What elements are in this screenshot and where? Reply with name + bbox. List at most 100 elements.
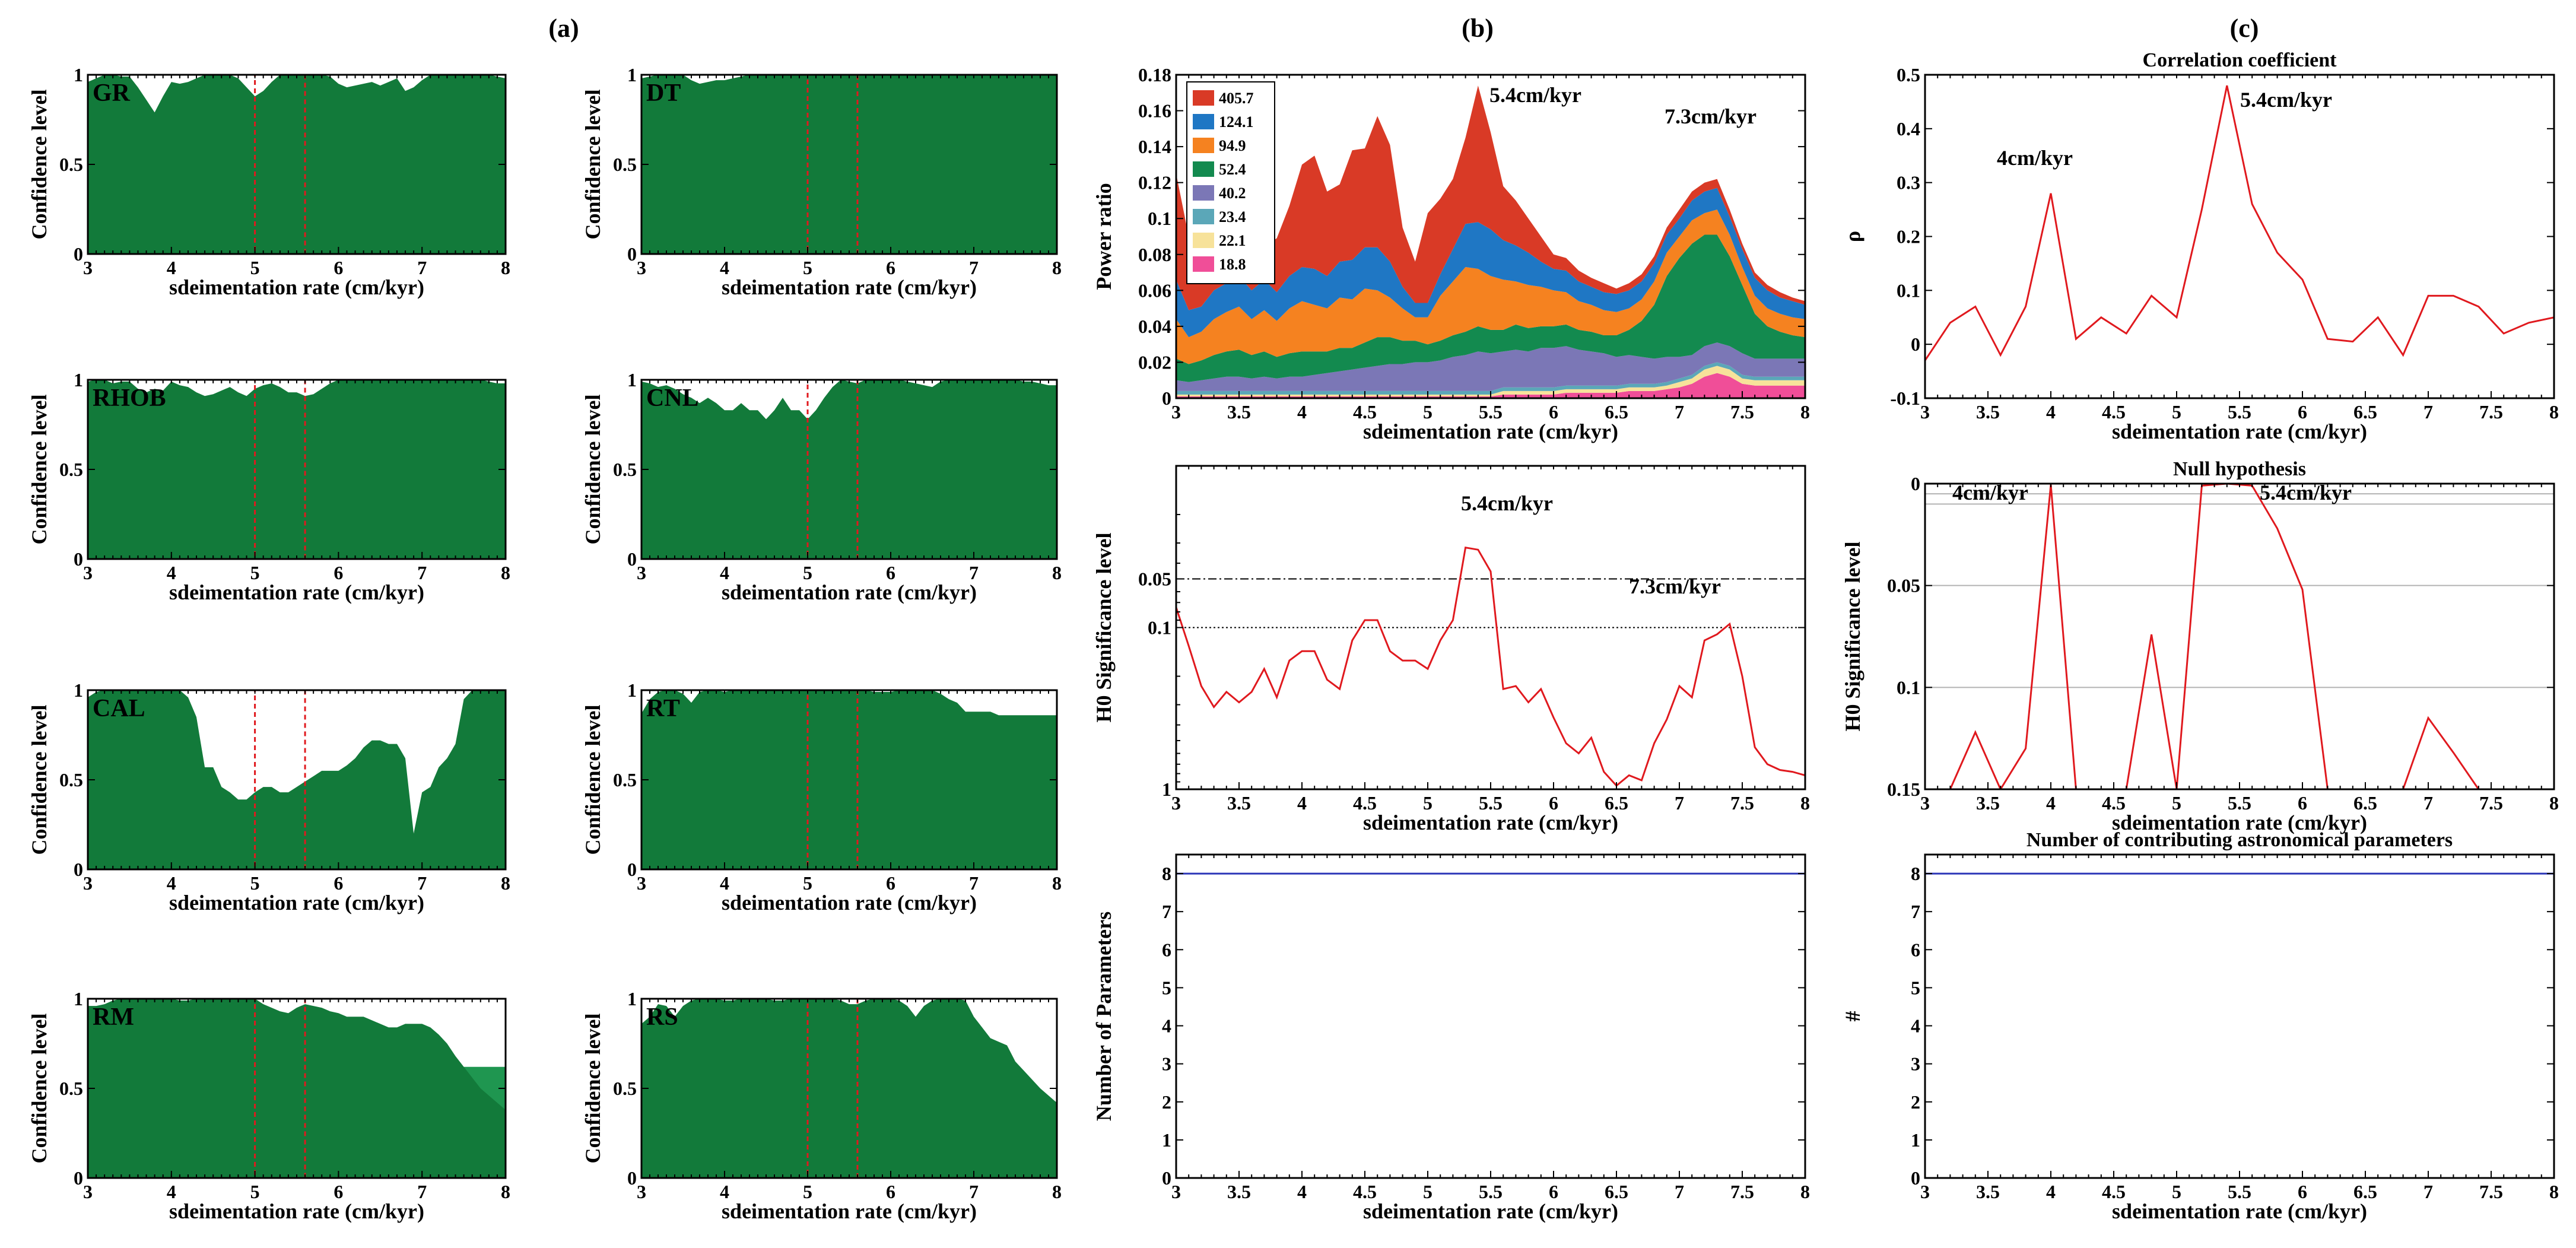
x-tick-label: 5.5: [1479, 792, 1503, 814]
highlight-window: [254, 999, 306, 1178]
stack-area-405.7: [1176, 85, 1805, 310]
confidence-band-7: [88, 380, 506, 559]
chart-a6: RT 3 4 5 6 7 8 0 0.5 1 sdeimentation rate (cm/kyr)…: [581, 679, 1062, 914]
x-tick-label: 3: [637, 872, 646, 894]
y-axis-label: Number of Parameters: [1092, 912, 1116, 1121]
y-tick-label: 0.08: [1138, 244, 1171, 265]
y-tick-label: 0: [1162, 1167, 1171, 1189]
x-tick-label: 5: [803, 1181, 812, 1202]
y-tick-label: 0.1: [1148, 617, 1171, 639]
chart-a1: GR 3 4 5 6 7 8 0 0.5 1 sdeimentation rate (cm/kyr)…: [27, 64, 510, 299]
y-axis-label: #: [1841, 1011, 1864, 1022]
plot-body: [1176, 546, 1805, 787]
chart-c3: 3 3.5 4 4.5 5 5.5 6 6.5 7 7.5 8 0 1 2 3 4 5 6 7 8 sdeimentat…: [1841, 829, 2559, 1223]
x-tick-label: 4.5: [2102, 1181, 2126, 1202]
y-tick-label: 0: [74, 243, 83, 265]
x-tick-label: 6.5: [2353, 401, 2377, 423]
y-tick-label: 4: [1911, 1015, 1920, 1037]
highlight-window: [806, 380, 859, 559]
y-axis-label: Confidence level: [581, 395, 605, 545]
y-tick-label: 1: [74, 679, 83, 701]
legend-label-94.9: 94.9: [1219, 137, 1246, 154]
legend-label-405.7: 405.7: [1219, 90, 1254, 107]
well-log-name: CAL: [93, 695, 145, 722]
y-tick-label: 3: [1162, 1053, 1171, 1075]
x-axis-label: sdeimentation rate (cm/kyr): [1363, 420, 1618, 443]
y-tick-label: 1: [627, 988, 637, 1009]
legend: 405.7 124.1 94.9 52.4 40.2 23.4 22.1 18.8: [1186, 81, 1275, 284]
x-tick-label: 7: [1675, 792, 1684, 814]
y-tick-label: 0: [627, 1167, 637, 1189]
y-tick-label: 0.14: [1138, 136, 1171, 157]
x-tick-label: 5: [2172, 792, 2181, 814]
y-tick-label: 0: [74, 548, 83, 570]
plot-body: [1176, 85, 1805, 398]
x-tick-label: 7: [969, 257, 979, 278]
legend-swatch-40.2: [1193, 185, 1214, 201]
x-tick-label: 5: [803, 257, 812, 278]
y-tick-label: 0.16: [1138, 100, 1171, 122]
x-tick-label: 4: [2046, 792, 2056, 814]
y-axis-label: ρ: [1841, 231, 1864, 242]
x-tick-label: 3: [83, 872, 93, 894]
y-tick-label: 7: [1162, 901, 1171, 922]
chart-a4: CNL 3 4 5 6 7 8 0 0.5 1 sdeimentation rate (cm/kyr…: [581, 369, 1062, 604]
x-tick-label: 5.5: [2228, 792, 2251, 814]
x-tick-label: 6: [333, 1181, 343, 1202]
chart-b2: 3 3.5 4 4.5 5 5.5 6 6.5 7 7.5 8 0.05 0.1 1 sdeimentati…: [1092, 465, 1810, 834]
x-tick-label: 4.5: [1353, 401, 1377, 423]
x-tick-label: 3.5: [1976, 401, 2000, 423]
y-tick-label: 0: [1911, 1167, 1920, 1189]
y-tick-label: 1: [1162, 779, 1171, 800]
y-tick-label: 3: [1911, 1053, 1920, 1075]
x-tick-label: 4: [1297, 1181, 1307, 1202]
plot-body: [641, 380, 1057, 559]
plots-layer: GR 3 4 5 6 7 8 0 0.5 1 sdeimentation rate (cm/kyr)…: [27, 49, 2559, 1223]
x-tick-label: 4.5: [2102, 792, 2126, 814]
x-tick-label: 8: [2549, 401, 2559, 423]
x-tick-label: 7: [2423, 792, 2433, 814]
plot-background: [1925, 484, 2554, 789]
x-tick-label: 4: [720, 562, 729, 583]
plot-background: [1925, 75, 2554, 398]
peak-annotation: 7.3cm/kyr: [1665, 104, 1756, 128]
plot-background: [1925, 855, 2554, 1178]
plot-body: [641, 999, 1057, 1178]
legend-swatch-18.8: [1193, 256, 1214, 272]
x-tick-label: 7: [2423, 1181, 2433, 1202]
y-axis-label: Power ratio: [1092, 183, 1116, 290]
y-tick-label: 1: [74, 988, 83, 1009]
x-tick-label: 3.5: [1227, 792, 1251, 814]
confidence-band-7: [641, 999, 1057, 1178]
y-tick-label: 0.2: [1897, 226, 1920, 247]
chart-c1: 3 3.5 4 4.5 5 5.5 6 6.5 7 7.5 8 -0.1 0 0.1 0.2 0.3 0.4 0.…: [1841, 49, 2559, 443]
y-tick-label: 5: [1162, 977, 1171, 998]
x-axis-label: sdeimentation rate (cm/kyr): [1363, 811, 1618, 834]
x-tick-label: 6: [333, 257, 343, 278]
plot-body: [88, 999, 506, 1178]
confidence-band-7: [641, 75, 1057, 254]
x-tick-label: 8: [1052, 257, 1062, 278]
y-tick-label: 0.15: [1887, 779, 1920, 800]
highlight-window: [806, 75, 859, 254]
y-tick-label: 0: [627, 859, 637, 880]
x-tick-label: 8: [501, 562, 510, 583]
y-tick-label: 0: [1911, 473, 1920, 494]
well-log-name: RT: [646, 695, 680, 722]
x-tick-label: 4: [167, 562, 176, 583]
y-axis-label: Confidence level: [27, 90, 51, 240]
x-tick-label: 4: [2046, 1181, 2056, 1202]
y-tick-label: 0.5: [613, 459, 637, 480]
stack-area-40.2: [1176, 342, 1805, 391]
chart-title: Null hypothesis: [2173, 458, 2306, 480]
y-tick-label: 0.05: [1887, 575, 1920, 596]
x-tick-label: 6: [333, 562, 343, 583]
x-axis-label: sdeimentation rate (cm/kyr): [169, 580, 424, 604]
y-tick-label: 1: [74, 369, 83, 390]
x-tick-label: 8: [1800, 401, 1810, 423]
x-tick-label: 5.5: [1479, 1181, 1503, 1202]
y-axis-label: Confidence level: [581, 90, 605, 240]
x-tick-label: 8: [501, 257, 510, 278]
y-tick-label: 0.1: [1148, 208, 1171, 229]
x-tick-label: 6.5: [2353, 792, 2377, 814]
